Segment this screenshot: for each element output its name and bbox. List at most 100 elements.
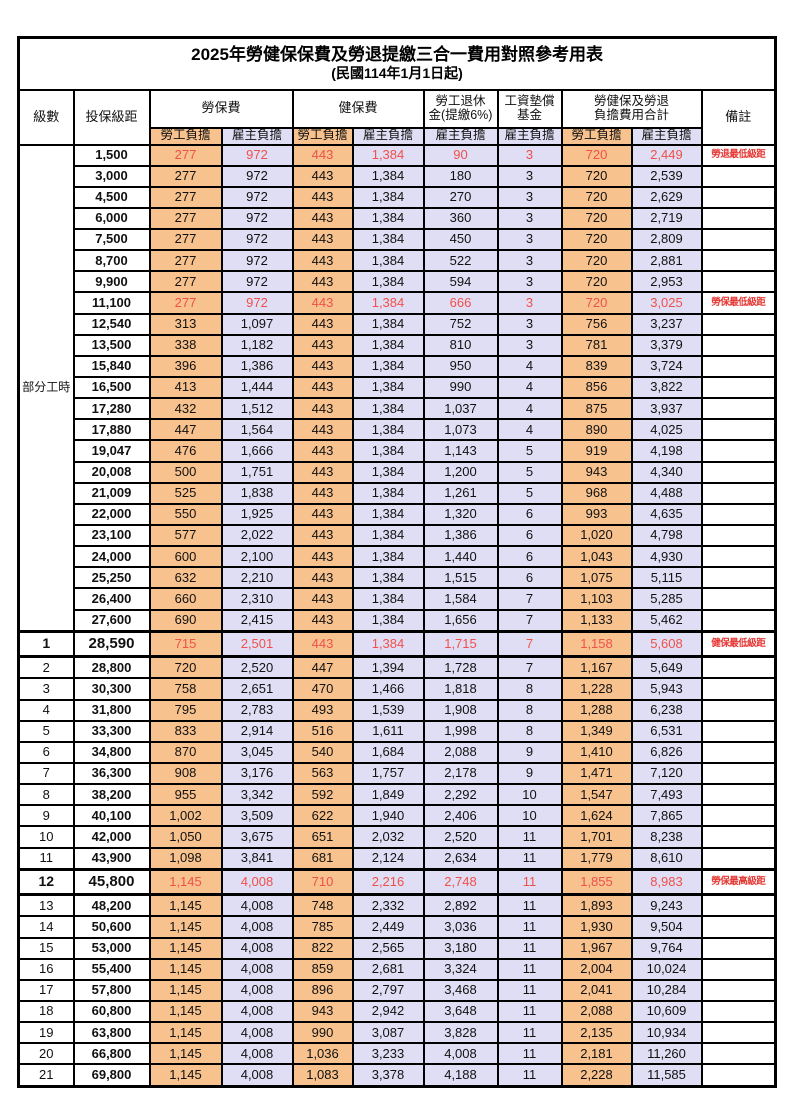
cell-total-employee: 1,349 xyxy=(560,719,633,743)
cell-health-employee: 443 xyxy=(291,502,354,527)
cell-fund-employer: 3 xyxy=(496,333,563,357)
cell-remark xyxy=(700,957,777,981)
cell-labor-employer: 4,008 xyxy=(220,867,294,897)
cell-pension-employer: 752 xyxy=(422,312,499,336)
cell-total-employee: 720 xyxy=(560,206,633,231)
cell-remark xyxy=(700,804,777,828)
cell-labor-employer: 4,008 xyxy=(220,915,294,939)
title-cell: 2025年勞健保保費及勞退提繳三合一費用對照參考用表 (民國114年1月1日起) xyxy=(17,36,777,91)
cell-labor-employer: 4,008 xyxy=(220,1021,294,1045)
cell-level: 5 xyxy=(17,719,75,743)
cell-total-employee: 968 xyxy=(560,481,633,505)
header-total-employer: 雇主負擔 xyxy=(630,126,703,146)
cell-total-employee: 1,043 xyxy=(560,545,633,569)
table-row: 21 69,800 1,145 4,008 1,083 3,378 4,188 11 2,228… xyxy=(17,1063,777,1088)
table-row: 15 53,000 1,145 4,008 822 2,565 3,180 11 1,967 9,… xyxy=(17,936,777,960)
cell-fund-employer: 9 xyxy=(496,762,563,786)
cell-health-employer: 1,539 xyxy=(351,698,425,722)
cell-labor-employer: 1,564 xyxy=(220,418,294,442)
cell-total-employee: 1,779 xyxy=(560,846,633,871)
cell-health-employee: 470 xyxy=(291,677,354,701)
cell-pension-employer: 3,180 xyxy=(422,936,499,960)
page-subtitle: (民國114年1月1日起) xyxy=(331,65,463,82)
cell-salary: 13,500 xyxy=(72,333,151,357)
cell-health-employer: 1,384 xyxy=(351,397,425,421)
table-body: 部分工時 1,500 277 972 443 1,384 90 3 720 2,449 勞退最低級距… xyxy=(17,143,777,1088)
cell-labor-employer: 1,666 xyxy=(220,439,294,463)
cell-total-employee: 1,410 xyxy=(560,740,633,765)
cell-pension-employer: 1,515 xyxy=(422,566,499,590)
cell-labor-employer: 972 xyxy=(220,143,294,167)
cell-labor-employee: 1,098 xyxy=(148,846,223,871)
cell-pension-employer: 2,634 xyxy=(422,846,499,871)
cell-total-employee: 1,624 xyxy=(560,804,633,828)
cell-total-employer: 11,585 xyxy=(630,1063,703,1088)
cell-fund-employer: 11 xyxy=(496,893,563,918)
cell-labor-employer: 1,097 xyxy=(220,312,294,336)
cell-labor-employee: 600 xyxy=(148,545,223,569)
cell-pension-employer: 180 xyxy=(422,164,499,188)
cell-health-employee: 896 xyxy=(291,978,354,1003)
cell-labor-employee: 690 xyxy=(148,608,223,633)
table-row: 2 28,800 720 2,520 447 1,394 1,728 7 1,167 5,649 xyxy=(17,655,777,680)
cell-total-employer: 2,953 xyxy=(630,270,703,294)
cell-health-employee: 443 xyxy=(291,481,354,505)
cell-pension-employer: 1,818 xyxy=(422,677,499,701)
cell-health-employer: 3,087 xyxy=(351,1021,425,1045)
cell-total-employee: 756 xyxy=(560,312,633,336)
cell-total-employer: 7,493 xyxy=(630,783,703,807)
cell-pension-employer: 522 xyxy=(422,249,499,273)
cell-fund-employer: 3 xyxy=(496,206,563,231)
cell-labor-employer: 2,651 xyxy=(220,677,294,701)
cell-health-employer: 1,384 xyxy=(351,164,425,188)
cell-remark xyxy=(700,249,777,273)
cell-labor-employer: 2,310 xyxy=(220,587,294,611)
cell-health-employee: 443 xyxy=(291,587,354,611)
cell-fund-employer: 11 xyxy=(496,1063,563,1088)
cell-remark xyxy=(700,228,777,252)
cell-level: 16 xyxy=(17,957,75,981)
table-row: 12 45,800 1,145 4,008 710 2,216 2,748 11 1,855 8,… xyxy=(17,867,777,897)
cell-fund-employer: 11 xyxy=(496,957,563,981)
cell-health-employer: 1,384 xyxy=(351,312,425,336)
cell-total-employee: 720 xyxy=(560,228,633,252)
cell-total-employee: 720 xyxy=(560,291,633,315)
cell-labor-employee: 277 xyxy=(148,206,223,231)
cell-total-employee: 1,103 xyxy=(560,587,633,611)
cell-labor-employer: 972 xyxy=(220,185,294,209)
cell-labor-employee: 476 xyxy=(148,439,223,463)
cell-level: 8 xyxy=(17,783,75,807)
cell-salary: 17,880 xyxy=(72,418,151,442)
cell-salary: 31,800 xyxy=(72,698,151,722)
cell-health-employer: 1,384 xyxy=(351,333,425,357)
cell-total-employee: 1,967 xyxy=(560,936,633,960)
cell-health-employer: 1,384 xyxy=(351,566,425,590)
cell-salary: 6,000 xyxy=(72,206,151,231)
cell-health-employee: 443 xyxy=(291,545,354,569)
cell-labor-employer: 2,415 xyxy=(220,608,294,633)
cell-level: 18 xyxy=(17,999,75,1024)
cell-labor-employer: 2,210 xyxy=(220,566,294,590)
cell-health-employer: 1,384 xyxy=(351,291,425,315)
cell-level: 15 xyxy=(17,936,75,960)
header-row-sub: 勞工負擔 雇主負擔 勞工負擔 雇主負擔 雇主負擔 雇主負擔 勞工負擔 雇主負擔 xyxy=(19,126,776,146)
header-labor-insurance: 勞保費 xyxy=(148,88,294,129)
table-row: 13,500 338 1,182 443 1,384 810 3 781 3,379 xyxy=(19,333,777,357)
table-row: 16 55,400 1,145 4,008 859 2,681 3,324 11 2,004 10… xyxy=(17,957,777,981)
cell-fund-employer: 3 xyxy=(496,185,563,209)
cell-labor-employee: 277 xyxy=(148,249,223,273)
cell-labor-employer: 1,925 xyxy=(220,502,294,527)
cell-labor-employer: 1,512 xyxy=(220,397,294,421)
cell-salary: 11,100 xyxy=(72,291,151,315)
cell-total-employer: 8,238 xyxy=(630,825,703,849)
cell-remark xyxy=(700,740,777,765)
cell-remark xyxy=(700,439,777,463)
cell-fund-employer: 3 xyxy=(496,228,563,252)
cell-labor-employee: 277 xyxy=(148,185,223,209)
cell-labor-employer: 4,008 xyxy=(220,999,294,1024)
cell-fund-employer: 4 xyxy=(496,376,563,400)
cell-level: 13 xyxy=(17,893,75,918)
cell-health-employee: 443 xyxy=(291,228,354,252)
cell-remark xyxy=(700,1042,777,1066)
cell-health-employee: 785 xyxy=(291,915,354,939)
